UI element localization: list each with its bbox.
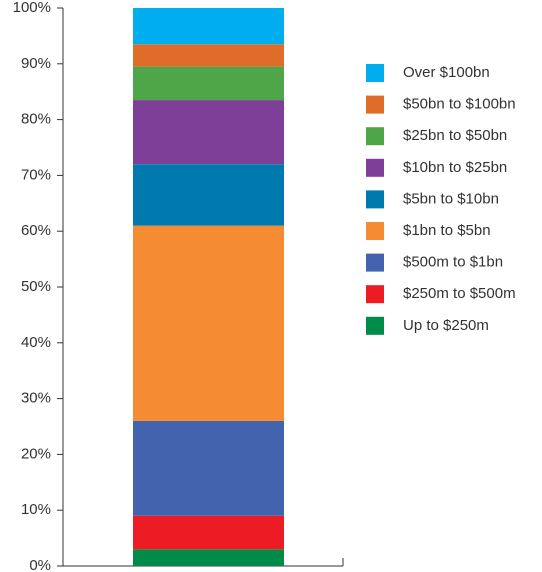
bar-segment bbox=[133, 225, 284, 421]
y-tick-label: 0% bbox=[29, 557, 51, 572]
bar-segment bbox=[133, 100, 284, 165]
legend-swatch bbox=[366, 64, 384, 82]
legend-swatch bbox=[366, 285, 384, 304]
bar-segment bbox=[133, 515, 284, 550]
bar-segment bbox=[133, 44, 284, 67]
legend-label: $25bn to $50bn bbox=[403, 127, 507, 144]
bar-segment bbox=[133, 66, 284, 101]
y-tick-label: 70% bbox=[21, 166, 51, 183]
y-tick-label: 60% bbox=[21, 222, 51, 239]
legend-label: $1bn to $5bn bbox=[403, 222, 491, 239]
bar-segment bbox=[133, 164, 284, 226]
legend-swatch bbox=[366, 222, 384, 240]
y-tick-label: 50% bbox=[21, 278, 51, 295]
y-tick-label: 90% bbox=[21, 55, 51, 72]
legend-swatch bbox=[366, 158, 384, 177]
legend-label: $250m to $500m bbox=[403, 285, 516, 302]
legend-swatch bbox=[366, 127, 384, 146]
legend-label: Up to $250m bbox=[403, 317, 489, 334]
legend-label: $10bn to $25bn bbox=[403, 159, 507, 176]
bar-segment bbox=[133, 549, 284, 566]
legend-label: $5bn to $10bn bbox=[403, 190, 499, 207]
legend-label: $500m to $1bn bbox=[403, 254, 503, 271]
y-tick-label: 80% bbox=[21, 111, 51, 128]
legend-swatch bbox=[366, 253, 384, 272]
bar-segment bbox=[133, 420, 284, 516]
legend-swatch bbox=[366, 316, 384, 335]
legend-swatch bbox=[366, 190, 384, 209]
bar-segment bbox=[133, 8, 284, 45]
y-tick-label: 10% bbox=[21, 501, 51, 518]
y-tick-label: 30% bbox=[21, 390, 51, 407]
y-tick-label: 40% bbox=[21, 334, 51, 351]
legend-label: Over $100bn bbox=[403, 64, 490, 81]
legend-label: $50bn to $100bn bbox=[403, 96, 516, 113]
y-tick-label: 100% bbox=[13, 0, 51, 16]
legend-swatch bbox=[366, 95, 384, 114]
y-tick-label: 20% bbox=[21, 445, 51, 462]
